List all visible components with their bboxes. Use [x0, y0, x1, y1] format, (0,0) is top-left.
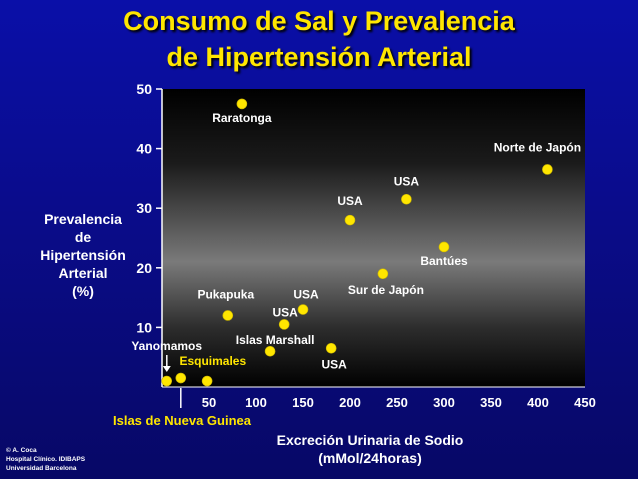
data-point [264, 345, 276, 357]
point-label: Esquimales [179, 354, 246, 368]
y-tick-label: 40 [136, 141, 152, 157]
plot-area [162, 89, 585, 387]
data-point [542, 164, 553, 175]
y-tick-label: 50 [136, 81, 152, 97]
data-point [401, 193, 412, 205]
data-point [161, 375, 172, 387]
point-label: Islas Marshall [236, 333, 315, 347]
point-label: Pukapuka [197, 287, 254, 301]
point-label: USA [394, 174, 420, 188]
x-axis-label: Excreción Urinaria de Sodio (mMol/24hora… [276, 432, 464, 466]
point-label: Yanomamos [131, 339, 202, 353]
pointer-arrowhead [162, 366, 171, 372]
x-tick-label: 350 [480, 395, 502, 410]
point-label: USA [322, 357, 348, 371]
y-tick-label: 10 [136, 319, 152, 335]
x-tick-label: 200 [339, 395, 361, 410]
data-point [175, 372, 187, 384]
data-point [344, 214, 356, 226]
point-label: Sur de Japón [348, 283, 424, 297]
x-tick-label: 250 [386, 395, 408, 410]
chart-title-line1: Consumo de Sal y Prevalencia [123, 6, 515, 36]
data-point [201, 375, 213, 387]
data-point [278, 319, 290, 330]
x-tick-label: 150 [292, 395, 314, 410]
x-tick-label: 450 [574, 395, 596, 410]
chart-title-line2: de Hipertensión Arterial [166, 42, 472, 72]
point-label: USA [273, 305, 299, 319]
data-point [325, 342, 337, 354]
annotation-islas-nueva-guinea: Islas de Nueva Guinea [113, 413, 252, 428]
x-tick-label: 100 [245, 395, 267, 410]
x-tick-label: 50 [202, 395, 216, 410]
x-tick-label: 400 [527, 395, 549, 410]
data-point [236, 98, 248, 110]
y-axis-label: Prevalencia de Hipertensión Arterial (%) [40, 211, 126, 299]
point-label: USA [337, 194, 363, 208]
point-label: Raratonga [212, 111, 272, 125]
point-label: Bantúes [420, 254, 468, 268]
point-label: Norte de Japón [494, 140, 581, 154]
data-point [297, 304, 309, 315]
credit-text: © A. Coca Hospital Clínico. IDIBAPS Univ… [6, 447, 86, 472]
data-point [438, 241, 450, 253]
y-tick-label: 30 [136, 200, 152, 216]
x-tick-label: 300 [433, 395, 455, 410]
y-tick-label: 20 [136, 260, 152, 276]
point-label: USA [293, 288, 319, 302]
data-point [222, 310, 234, 321]
data-point [377, 268, 389, 280]
